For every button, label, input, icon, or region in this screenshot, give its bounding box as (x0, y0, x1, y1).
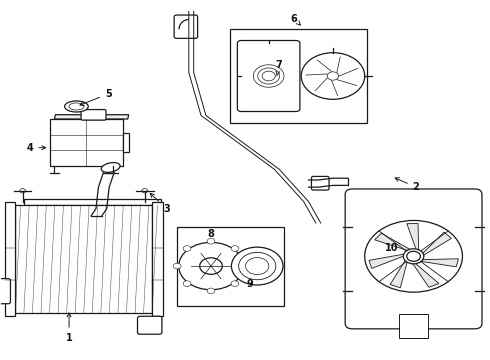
Circle shape (200, 258, 222, 274)
Polygon shape (390, 259, 408, 288)
Polygon shape (375, 233, 412, 251)
Circle shape (245, 257, 269, 275)
Circle shape (231, 246, 239, 251)
FancyBboxPatch shape (138, 316, 162, 334)
Polygon shape (369, 254, 406, 268)
FancyBboxPatch shape (49, 119, 123, 166)
FancyBboxPatch shape (0, 279, 10, 304)
FancyBboxPatch shape (174, 15, 197, 39)
Circle shape (173, 263, 181, 269)
Text: 1: 1 (66, 313, 73, 343)
FancyBboxPatch shape (345, 189, 482, 329)
Ellipse shape (65, 101, 88, 112)
Circle shape (403, 249, 424, 264)
Text: 5: 5 (80, 89, 112, 105)
Bar (230, 30, 367, 123)
Text: 9: 9 (246, 279, 253, 289)
Circle shape (179, 242, 243, 290)
Polygon shape (24, 199, 161, 205)
Text: 3: 3 (150, 193, 170, 214)
Circle shape (183, 281, 191, 287)
Circle shape (231, 281, 239, 287)
Text: 6: 6 (291, 14, 300, 25)
Text: 8: 8 (207, 229, 214, 239)
Circle shape (231, 247, 283, 285)
FancyBboxPatch shape (237, 41, 300, 112)
Circle shape (207, 288, 215, 294)
Polygon shape (407, 224, 418, 252)
FancyBboxPatch shape (81, 109, 106, 120)
Circle shape (327, 72, 339, 80)
Bar (123, 133, 129, 152)
Text: 7: 7 (276, 60, 283, 76)
Bar (152, 202, 163, 316)
Circle shape (142, 189, 148, 193)
Ellipse shape (101, 163, 120, 172)
Polygon shape (54, 115, 129, 119)
Circle shape (20, 189, 25, 193)
Bar (399, 315, 428, 338)
Text: 2: 2 (395, 178, 419, 192)
Polygon shape (418, 259, 459, 267)
Circle shape (183, 246, 191, 251)
Polygon shape (412, 262, 439, 287)
Bar (4, 202, 15, 316)
Text: 10: 10 (385, 243, 398, 253)
Circle shape (207, 238, 215, 244)
Bar (15, 205, 152, 313)
Circle shape (239, 252, 276, 280)
FancyBboxPatch shape (312, 176, 329, 190)
Ellipse shape (69, 103, 84, 110)
Text: 4: 4 (26, 143, 46, 153)
Polygon shape (421, 232, 451, 256)
Circle shape (241, 263, 249, 269)
Circle shape (301, 53, 365, 99)
Circle shape (407, 251, 420, 261)
Bar (176, 226, 284, 306)
